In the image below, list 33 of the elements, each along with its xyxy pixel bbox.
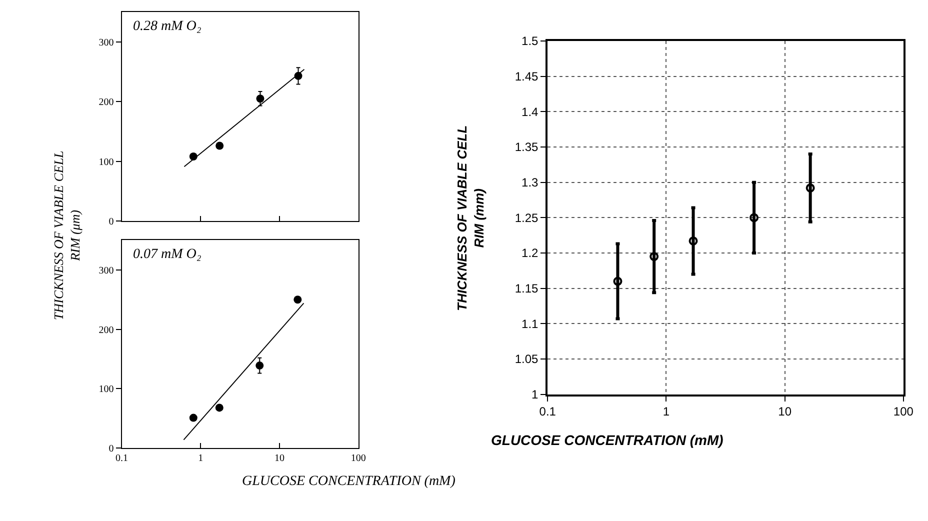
x-tick-label: 10 [274, 453, 284, 464]
y-axis-title: THICKNESS OF VIABLE CELL RIM (mm) [454, 125, 487, 311]
y-tick-label: 1.45 [514, 70, 539, 84]
y-tick-label: 1.35 [514, 140, 539, 154]
x-tick-label: 1 [662, 404, 670, 419]
x-axis-title: GLUCOSE CONCENTRATION (mM) [242, 474, 456, 489]
y-tick-label: 1.3 [522, 176, 539, 190]
x-tick-label: 0.1 [539, 404, 556, 419]
y-tick-label: 200 [98, 324, 114, 336]
y-axis-title: THICKNESS OF VIABLE CELL RIM (μm) [50, 150, 83, 320]
y-tick-label: 200 [98, 97, 114, 108]
y-tick-label: 1.1 [522, 316, 539, 331]
y-tick-label: 1.5 [522, 34, 539, 48]
y-tick-label: 1.2 [522, 246, 539, 260]
x-axis-title: GLUCOSE CONCENTRATION (mM) [491, 432, 724, 448]
y-tick-label: 1.4 [522, 104, 539, 119]
y-tick-label: 300 [98, 37, 114, 48]
y-tick-label: 0 [108, 444, 114, 455]
x-tick-label: 10 [778, 404, 792, 419]
annotation: 0.07 mM O₂ [133, 247, 202, 262]
y-tick-label: 300 [98, 265, 114, 276]
y-tick-label: 0 [108, 216, 114, 228]
y-tick-label: 1.05 [514, 352, 539, 366]
x-tick-label: 100 [893, 404, 914, 419]
annotation: 0.28 mM O₂ [133, 19, 202, 34]
x-tick-label: 1 [198, 453, 204, 464]
y-tick-label: 100 [98, 384, 114, 396]
y-tick-label: 100 [98, 156, 114, 168]
y-tick-label: 1.25 [514, 210, 539, 225]
y-tick-label: 1.15 [514, 282, 539, 296]
x-tick-label: 100 [350, 453, 366, 464]
y-tick-label: 1 [532, 388, 539, 402]
x-tick-label: 0.1 [116, 453, 128, 464]
